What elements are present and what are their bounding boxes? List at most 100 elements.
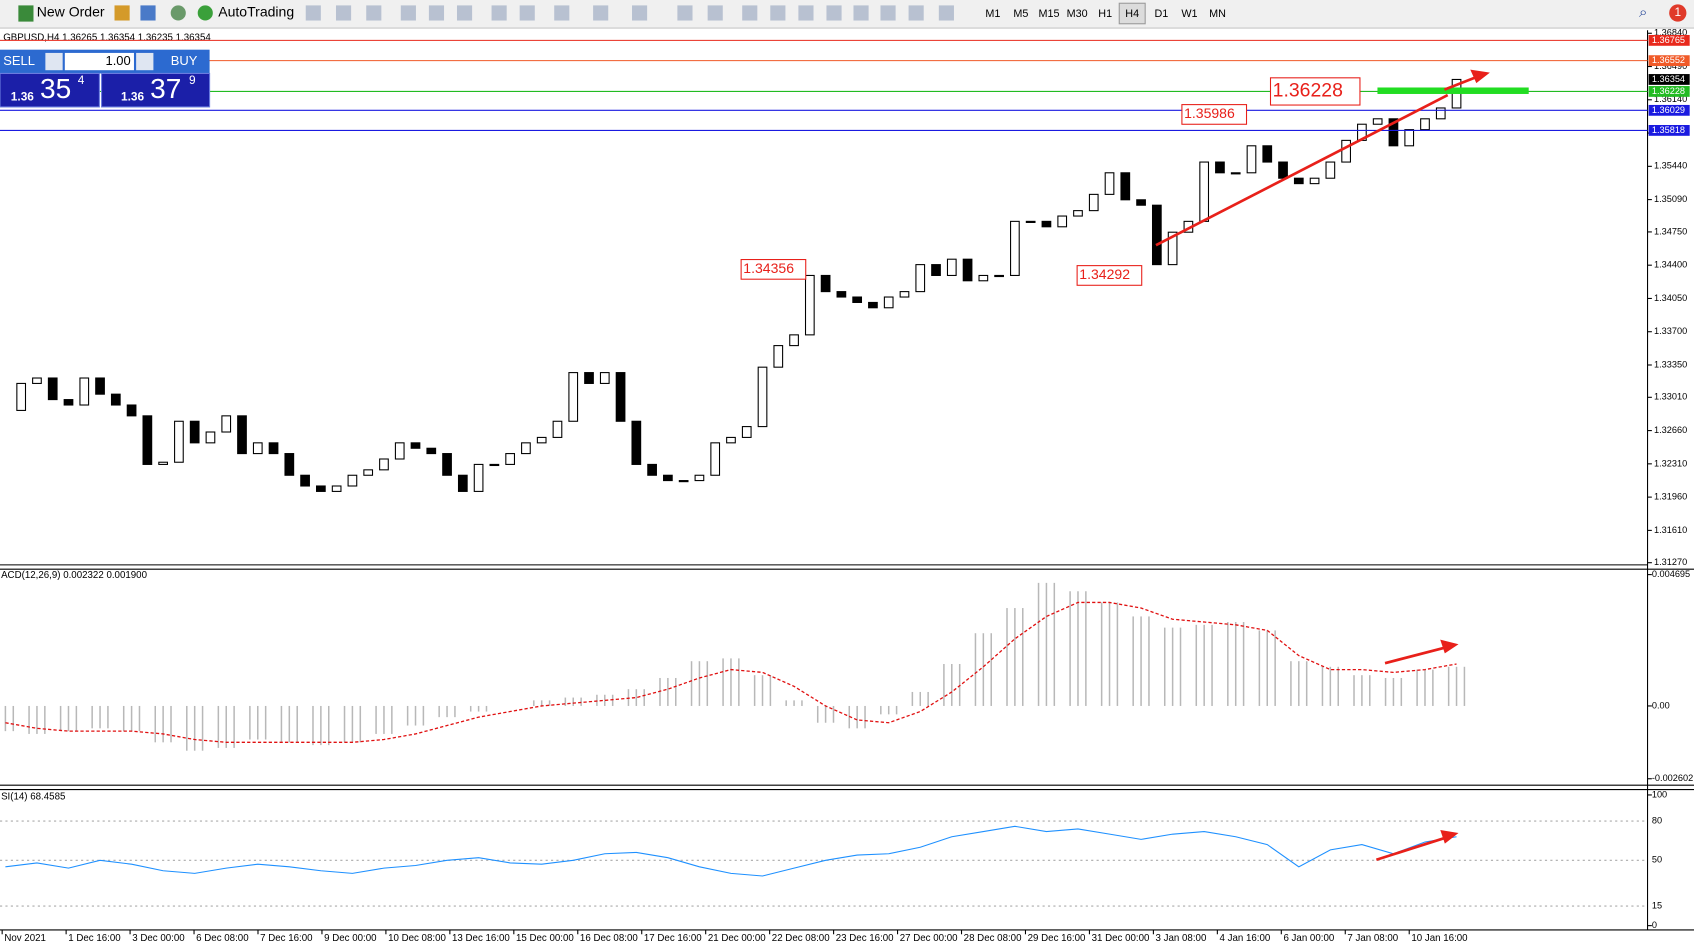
- timeframe-button[interactable]: W1: [1181, 8, 1197, 20]
- candle-body: [379, 458, 389, 471]
- price-line-label: 1.36765: [1652, 35, 1685, 45]
- time-label: 10 Dec 08:00: [388, 933, 446, 944]
- candle-body: [978, 274, 989, 282]
- notification-badge[interactable]: [1669, 4, 1687, 22]
- autotrading-icon[interactable]: [197, 5, 213, 21]
- time-label: 9 Dec 00:00: [324, 933, 377, 944]
- candle-body: [521, 442, 531, 455]
- toolbar-icon[interactable]: [335, 5, 352, 21]
- candle-body: [615, 372, 626, 422]
- new-order-icon[interactable]: [18, 5, 34, 22]
- sell-price-small: 1.36: [11, 89, 35, 103]
- toolbar-icon[interactable]: [593, 5, 609, 21]
- new-order-button[interactable]: New Order: [37, 4, 105, 20]
- candle-body: [1041, 220, 1052, 228]
- candle-body: [804, 274, 815, 336]
- price-line-label-bg: [1648, 104, 1690, 116]
- toolbar-icon[interactable]: [170, 5, 186, 21]
- candle-body: [268, 442, 279, 455]
- toolbar-icon[interactable]: [880, 5, 896, 21]
- toolbar-icon[interactable]: [677, 5, 693, 21]
- candle-body: [205, 431, 216, 444]
- time-label: 1 Dec 16:00: [68, 933, 121, 944]
- search-icon[interactable]: ⌕: [1639, 4, 1647, 21]
- candle-body: [363, 469, 374, 476]
- time-label: 22 Dec 08:00: [772, 933, 830, 944]
- price-line-label-bg: [1648, 74, 1690, 85]
- candle-body: [773, 345, 784, 368]
- price-annotation: 1.35986: [1184, 105, 1235, 121]
- candle-body: [741, 426, 752, 438]
- toolbar-icon[interactable]: [305, 5, 321, 21]
- toolbar-icon[interactable]: [456, 5, 473, 21]
- timeframe-button[interactable]: M15: [1039, 8, 1060, 20]
- price-line-label-bg: [1648, 86, 1690, 97]
- macd-tick-label: 0.004695: [1652, 569, 1690, 579]
- timeframe-button[interactable]: H4: [1125, 8, 1139, 20]
- candle-body: [536, 436, 547, 444]
- price-tick-label: 1.32660: [1654, 425, 1687, 435]
- timeframe-button[interactable]: D1: [1154, 8, 1168, 20]
- toolbar-icon[interactable]: [400, 5, 416, 21]
- timeframe-button[interactable]: M5: [1013, 8, 1028, 20]
- lot-value: 1.00: [106, 53, 131, 68]
- toolbar-icon[interactable]: [938, 5, 954, 21]
- candle-body: [489, 463, 500, 467]
- time-label: 7 Jan 08:00: [1347, 933, 1398, 944]
- price-tick-label: 1.34400: [1654, 260, 1687, 270]
- candle-body: [1104, 172, 1115, 195]
- time-label: 10 Jan 16:00: [1411, 933, 1468, 944]
- toolbar-icon[interactable]: [742, 5, 758, 21]
- candle-body: [63, 399, 74, 406]
- buy-price-box[interactable]: [101, 72, 211, 108]
- time-label: 15 Dec 00:00: [516, 933, 574, 944]
- timeframe-button[interactable]: H1: [1098, 8, 1112, 20]
- toolbar-icon[interactable]: [770, 5, 786, 21]
- rsi-tick-label: 100: [1652, 789, 1667, 799]
- candle-body: [1010, 220, 1020, 276]
- time-label: 13 Dec 16:00: [452, 933, 510, 944]
- autotrading-button[interactable]: AutoTrading: [218, 4, 294, 20]
- candle-body: [426, 447, 437, 455]
- toolbar-icon[interactable]: [853, 5, 869, 21]
- macd-signal: [5, 601, 1457, 743]
- buy-button[interactable]: BUY: [171, 53, 198, 68]
- timeframe-button[interactable]: M30: [1067, 8, 1088, 20]
- toolbar-icon[interactable]: [491, 5, 507, 21]
- timeframe-button[interactable]: MN: [1209, 8, 1226, 20]
- lot-down[interactable]: [45, 52, 63, 71]
- candle-body: [473, 463, 484, 492]
- toolbar-icon[interactable]: [632, 5, 648, 21]
- highlight-bar: [1377, 87, 1529, 94]
- candle-body: [1120, 172, 1131, 201]
- toolbar-icon[interactable]: [114, 5, 130, 21]
- trend-arrows: [1155, 69, 1490, 862]
- candle-body: [347, 474, 358, 487]
- toolbar-icon[interactable]: [428, 5, 445, 21]
- sell-price-box[interactable]: [0, 72, 100, 108]
- lot-input[interactable]: [64, 52, 134, 71]
- candle-body: [1325, 161, 1336, 179]
- toolbar-icon[interactable]: [140, 5, 156, 21]
- toolbar-icon[interactable]: [519, 5, 535, 21]
- candle-body: [883, 296, 894, 309]
- timeframe-button[interactable]: M1: [985, 8, 1000, 20]
- candle-body: [16, 382, 27, 411]
- candle-body: [1293, 177, 1304, 185]
- toolbar-icon[interactable]: [366, 5, 382, 21]
- toolbar-icon[interactable]: [826, 5, 842, 21]
- toolbar-icon[interactable]: [798, 5, 814, 21]
- trend-line: [1155, 93, 1449, 247]
- candle-body: [32, 377, 42, 384]
- lot-up[interactable]: [136, 52, 154, 71]
- candle-body: [1388, 118, 1399, 147]
- candle-body: [1136, 199, 1146, 206]
- toolbar-icon[interactable]: [707, 5, 723, 21]
- candle-body: [552, 420, 563, 438]
- sell-button[interactable]: SELL: [3, 53, 35, 68]
- price-line-label: 1.35818: [1652, 125, 1685, 135]
- candle-body: [221, 415, 232, 433]
- toolbar-icon[interactable]: [554, 5, 570, 21]
- candle-body: [79, 377, 90, 406]
- toolbar-icon[interactable]: [908, 5, 924, 21]
